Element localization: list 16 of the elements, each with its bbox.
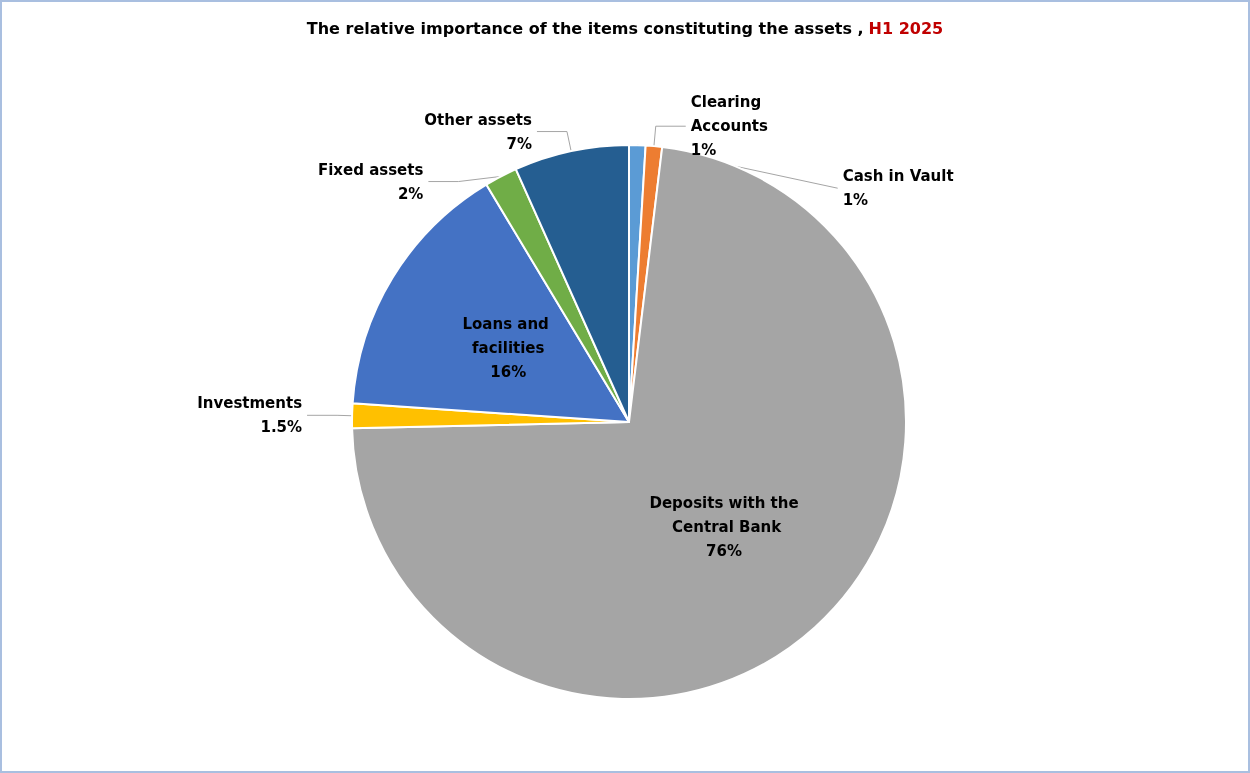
chart-subtitle: H1 2025 [868, 18, 944, 38]
slice-label: Loans and facilities [462, 315, 555, 358]
data-label: 76% [706, 541, 742, 560]
slice-label: Cash in Vault [842, 167, 954, 186]
data-label: 7% [506, 134, 532, 153]
chart-title: The relative importance of the items constituting the assets , [306, 18, 864, 38]
slice-label: Investments [197, 394, 303, 413]
slice-label: Deposits with the Central Bank [649, 493, 799, 536]
data-label: 2% [397, 184, 424, 203]
data-label: 1.5% [260, 418, 303, 437]
slice-label: Fixed assets [317, 160, 424, 179]
data-label: 1% [690, 141, 717, 160]
slice-label: Other assets [424, 110, 533, 129]
slice-label: Clearing Accounts [690, 93, 768, 136]
data-label: 1% [842, 191, 869, 210]
data-label: 16% [490, 363, 527, 382]
